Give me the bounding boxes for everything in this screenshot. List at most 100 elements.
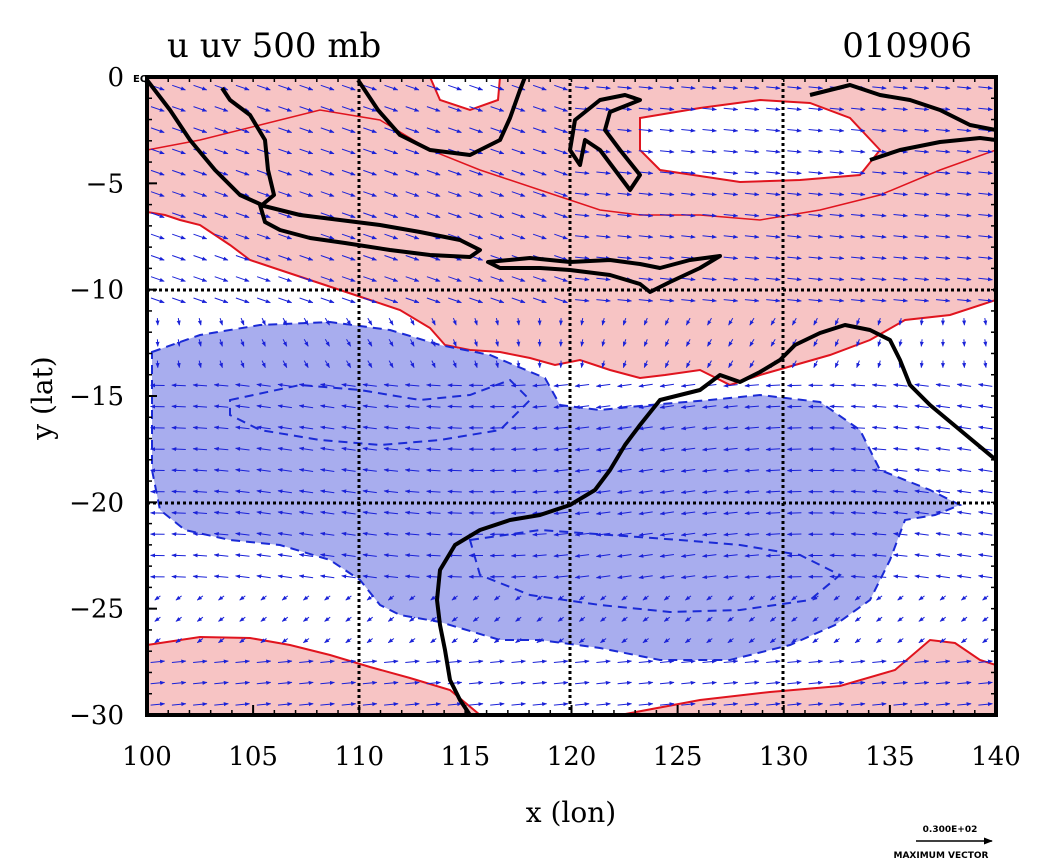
wind-vector	[240, 339, 245, 347]
wind-vector	[469, 106, 484, 112]
wind-vector	[193, 659, 208, 664]
wind-vector	[384, 212, 399, 218]
wind-vector	[405, 702, 420, 707]
wind-vector	[554, 106, 568, 112]
wind-vector	[956, 510, 972, 515]
wind-vector	[727, 616, 734, 622]
wind-vector	[320, 191, 335, 197]
wind-vector	[448, 212, 462, 218]
wind-vector	[638, 149, 654, 154]
wind-vector	[829, 234, 845, 239]
wind-vector	[617, 192, 632, 197]
wind-vector	[554, 191, 568, 197]
wind-vector	[281, 638, 289, 644]
wind-vector	[426, 446, 441, 451]
wind-vector	[744, 680, 760, 685]
wind-vector	[978, 425, 993, 430]
wind-vector	[638, 85, 654, 90]
wind-vector	[278, 191, 293, 197]
wind-vector	[617, 680, 632, 685]
wind-vector	[324, 317, 330, 326]
wind-vector	[914, 234, 930, 239]
wind-vector	[769, 595, 777, 601]
wind-vector	[235, 531, 250, 536]
wind-vector	[384, 84, 399, 91]
wind-vector	[664, 360, 670, 369]
wind-vector	[723, 298, 739, 303]
wind-vector	[956, 446, 972, 451]
wind-vector	[532, 659, 548, 664]
wind-vector	[532, 574, 547, 579]
wind-vector	[554, 169, 568, 176]
wind-vector	[854, 638, 862, 644]
wind-vector	[472, 595, 480, 601]
wind-vector	[851, 128, 866, 133]
wind-vector	[150, 212, 165, 218]
wind-vector	[218, 616, 225, 622]
wind-vector	[766, 659, 781, 664]
wind-vector	[320, 106, 335, 112]
wind-vector	[681, 277, 696, 282]
wind-vector	[239, 638, 246, 644]
wind-vector	[154, 638, 161, 644]
wind-vector	[918, 616, 925, 622]
wind-vector	[171, 404, 186, 409]
wind-vector	[983, 318, 988, 326]
wind-vector	[384, 659, 399, 664]
x-tick-label: 120	[547, 742, 597, 772]
wind-vector	[362, 510, 377, 515]
wind-vector	[829, 702, 845, 707]
wind-vector	[553, 426, 568, 431]
wind-vector	[341, 531, 356, 536]
wind-vector	[404, 383, 420, 388]
wind-vector	[939, 595, 947, 601]
wind-vector	[871, 404, 887, 409]
wind-vector	[595, 490, 611, 495]
wind-vector	[659, 192, 675, 197]
wind-vector	[935, 383, 950, 387]
wind-vector	[893, 383, 908, 388]
wind-vector	[469, 297, 484, 304]
wind-vector	[452, 360, 457, 369]
wind-vector	[681, 85, 696, 90]
wind-vector	[260, 638, 267, 644]
coastlines	[147, 77, 996, 715]
wind-vector	[707, 317, 712, 326]
wind-vector	[893, 277, 908, 282]
wind-vector	[410, 317, 415, 326]
wind-vector	[172, 255, 186, 261]
wind-vector	[914, 149, 930, 154]
coastline-sulawesi	[568, 93, 642, 192]
wind-vector	[341, 212, 356, 218]
wind-vector	[638, 277, 654, 282]
wind-vector	[744, 383, 759, 388]
wind-vector	[516, 339, 521, 347]
wind-vector	[278, 276, 293, 282]
wind-vector	[448, 276, 462, 282]
wind-vector	[192, 510, 208, 515]
wind-vector	[638, 468, 653, 473]
wind-vector	[600, 595, 607, 601]
wind-vector	[278, 233, 293, 240]
wind-vector	[299, 106, 314, 112]
wind-vector	[808, 192, 824, 197]
wind-vector	[235, 297, 250, 304]
wind-vector	[553, 468, 568, 473]
wind-vector	[957, 277, 972, 282]
wind-vector	[723, 149, 739, 154]
wind-vector	[659, 532, 674, 537]
wind-vector	[935, 510, 950, 515]
wind-vector	[431, 317, 436, 326]
wind-vector	[448, 127, 462, 133]
wind-vector	[495, 339, 499, 347]
wind-vector	[681, 213, 696, 218]
wind-vector	[426, 276, 441, 282]
wind-vector	[213, 383, 229, 388]
wind-vector	[511, 702, 526, 707]
wind-vector	[278, 84, 293, 91]
positive-u-region-sw	[147, 635, 482, 715]
wind-vector	[744, 468, 759, 473]
wind-vector	[638, 447, 653, 452]
wind-vector	[617, 468, 632, 473]
wind-vector	[919, 360, 924, 369]
